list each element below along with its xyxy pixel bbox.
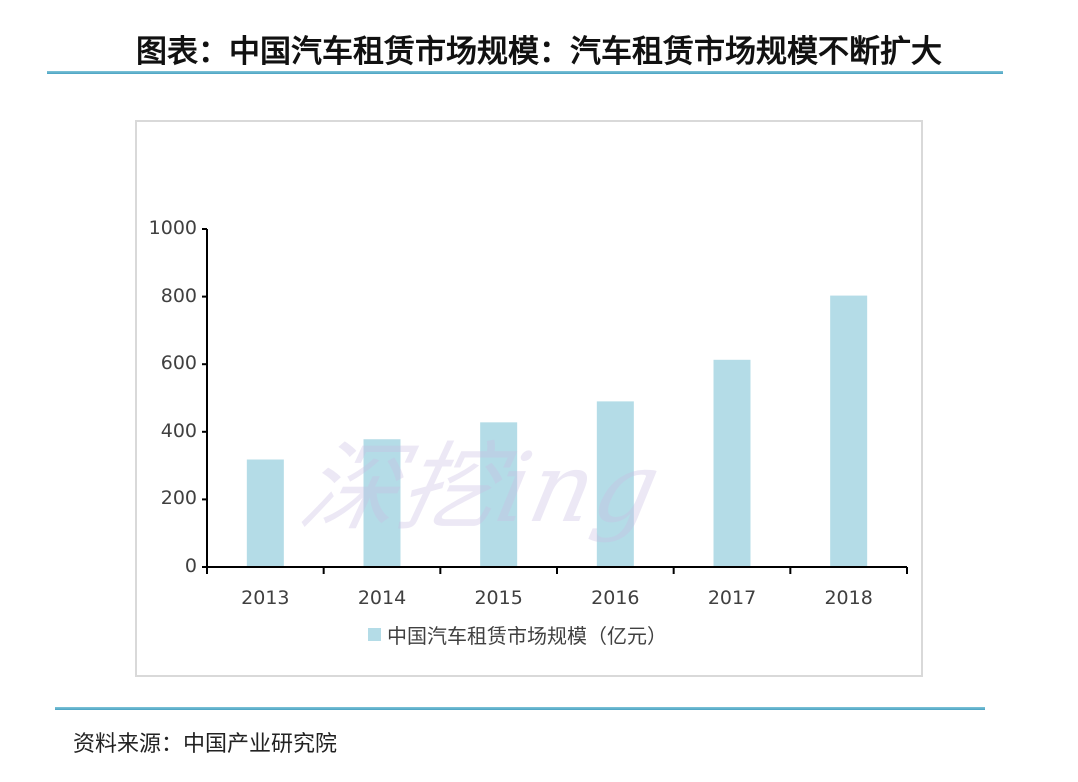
x-tick-label: 2015 <box>474 587 523 609</box>
bar-2014 <box>363 439 401 567</box>
x-tick-label: 2017 <box>707 587 757 609</box>
bar-2018 <box>830 295 868 567</box>
y-tick-label: 200 <box>160 487 197 510</box>
x-tick-label: 2018 <box>824 587 873 609</box>
y-tick-label: 600 <box>160 352 197 375</box>
y-tick-label: 800 <box>160 284 197 307</box>
source-note: 资料来源：中国产业研究院 <box>73 732 338 757</box>
title-divider <box>47 71 1003 74</box>
x-tick-label: 2013 <box>241 587 290 609</box>
bar-chart <box>202 228 908 574</box>
y-tick-label: 400 <box>160 419 197 442</box>
page-title: 图表：中国汽车租赁市场规模：汽车租赁市场规模不断扩大 <box>136 34 942 70</box>
legend-swatch-icon <box>368 628 381 641</box>
bar-2015 <box>480 422 518 567</box>
footer-divider <box>55 707 985 710</box>
y-tick-label: 0 <box>184 555 197 577</box>
x-tick-label: 2014 <box>357 587 407 609</box>
chart-container: 0 200 400 600 800 1000 2013 2014 2015 2016 2017 20… <box>135 120 923 677</box>
x-tick-label: 2016 <box>591 587 640 609</box>
bar-2017 <box>713 359 751 567</box>
bar-2013 <box>246 459 284 567</box>
legend-label: 中国汽车租赁市场规模（亿元） <box>387 624 667 648</box>
y-tick-label: 1000 <box>148 217 197 239</box>
legend: 中国汽车租赁市场规模（亿元） <box>368 620 667 649</box>
bar-2016 <box>596 401 634 567</box>
